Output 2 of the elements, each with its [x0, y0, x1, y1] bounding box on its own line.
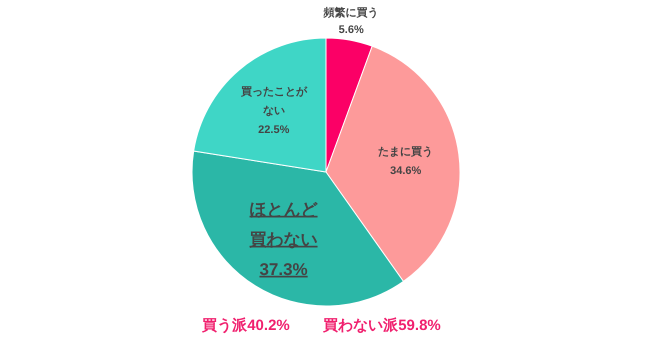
annotation: 買わない派59.8% [323, 317, 441, 334]
annotation: 買う派40.2% [202, 317, 290, 334]
